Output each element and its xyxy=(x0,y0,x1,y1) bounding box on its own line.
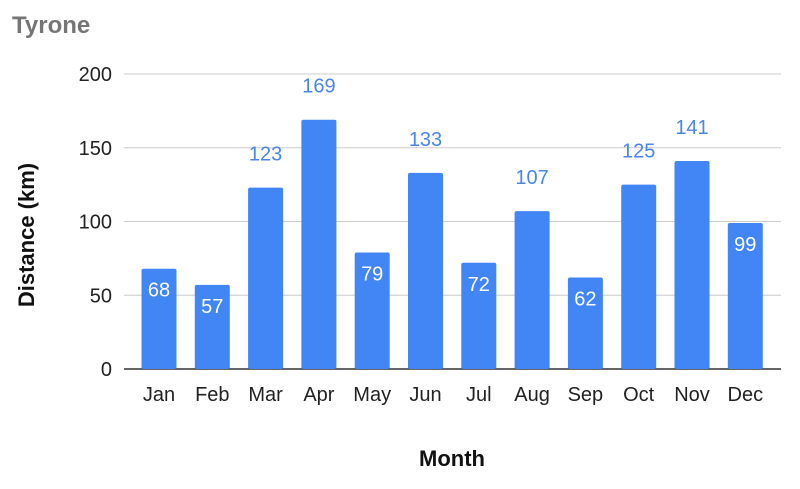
y-tick-label: 50 xyxy=(90,285,112,307)
data-label-oct: 125 xyxy=(622,141,655,163)
data-label-aug: 107 xyxy=(515,167,548,189)
gridlines xyxy=(124,73,781,370)
x-tick-label: Sep xyxy=(568,384,604,406)
chart-title: Tyrone xyxy=(12,12,91,39)
data-label-apr: 169 xyxy=(302,76,335,98)
bar-may xyxy=(354,252,390,369)
bar-oct xyxy=(621,184,657,369)
data-label-jun: 133 xyxy=(409,129,442,151)
y-tick-label: 100 xyxy=(79,212,112,234)
bar-nov xyxy=(674,161,710,369)
x-axis-title: Month xyxy=(419,446,485,471)
y-axis-title: Distance (km) xyxy=(14,163,39,307)
x-tick-label: Nov xyxy=(674,384,710,406)
data-label-jul: 72 xyxy=(468,274,490,296)
x-tick-label: Oct xyxy=(623,384,655,406)
y-tick-label: 150 xyxy=(79,138,112,160)
bar-aug xyxy=(514,211,550,369)
bar-jul xyxy=(461,262,497,369)
bars xyxy=(141,119,763,369)
data-label-feb: 57 xyxy=(201,296,223,318)
data-label-may: 79 xyxy=(361,263,383,285)
x-tick-label: Apr xyxy=(303,384,334,406)
bar-mar xyxy=(248,187,284,369)
bar-feb xyxy=(194,284,230,369)
x-tick-label: Jan xyxy=(143,384,175,406)
x-tick-label: Jul xyxy=(466,384,492,406)
x-tick-label: Jun xyxy=(409,384,441,406)
x-axis-ticks: Jan Feb Mar Apr May Jun Jul Aug Sep Oct Nov Dec xyxy=(143,384,763,406)
data-labels: 68 57 123 169 79 133 72 107 62 125 141 99 xyxy=(148,76,757,318)
x-tick-label: Dec xyxy=(728,384,764,406)
x-tick-label: Mar xyxy=(248,384,283,406)
data-label-jan: 68 xyxy=(148,280,170,302)
data-label-mar: 123 xyxy=(249,144,282,166)
x-tick-label: Feb xyxy=(195,384,229,406)
bar-jan xyxy=(141,268,177,369)
data-label-dec: 99 xyxy=(734,234,756,256)
bar-jun xyxy=(408,172,443,369)
bar-sep xyxy=(567,277,603,369)
y-axis-ticks: 0 50 100 150 200 xyxy=(79,64,112,381)
x-tick-label: May xyxy=(353,384,391,406)
bar-apr xyxy=(301,119,337,369)
data-label-nov: 141 xyxy=(675,117,708,139)
y-tick-label: 200 xyxy=(79,64,112,86)
bar-dec xyxy=(727,222,763,369)
y-tick-label: 0 xyxy=(101,359,112,381)
data-label-sep: 62 xyxy=(574,289,596,311)
x-tick-label: Aug xyxy=(514,384,550,406)
